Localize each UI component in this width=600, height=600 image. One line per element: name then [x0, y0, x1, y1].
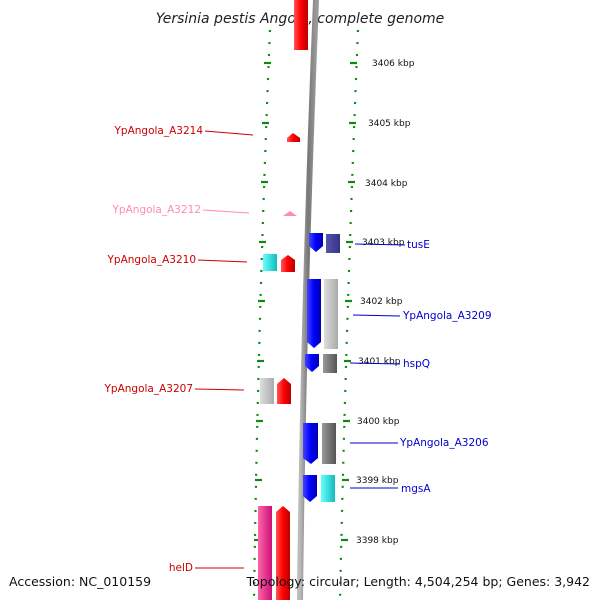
- pseudogene-arrow: [283, 211, 297, 216]
- cds-block: [324, 279, 338, 349]
- cds-block: [260, 378, 274, 404]
- gene-label[interactable]: helD: [169, 562, 193, 574]
- gene-arrow-forward: [276, 506, 290, 600]
- cds-block: [323, 354, 337, 373]
- gene-arrow-reverse: [309, 233, 323, 252]
- tick-label: 3405 kbp: [368, 119, 411, 129]
- gene-arrow-forward: [277, 378, 291, 404]
- genome-backbone: [297, 0, 319, 600]
- tick-label: 3403 kbp: [362, 238, 405, 248]
- gene-label[interactable]: YpAngola_A3209: [402, 310, 492, 322]
- gene-label[interactable]: hspQ: [403, 358, 430, 370]
- tick-label: 3398 kbp: [356, 536, 399, 546]
- gene-arrow-forward: [287, 133, 300, 142]
- tick-label: 3402 kbp: [360, 297, 403, 307]
- gene-label[interactable]: YpAngola_A3206: [399, 437, 489, 449]
- gene-label[interactable]: mgsA: [401, 483, 431, 495]
- forward-strand-features: [276, 0, 308, 600]
- right-gene-labels: tusE YpAngola_A3209 hspQ YpAngola_A3206 …: [349, 239, 492, 495]
- tick-marks: [254, 61, 357, 542]
- tick-label: 3404 kbp: [365, 179, 408, 189]
- gene-label[interactable]: YpAngola_A3210: [106, 254, 196, 266]
- reverse-strand-features: [303, 233, 323, 502]
- tick-label: 3400 kbp: [357, 417, 400, 427]
- tick-label: 3406 kbp: [372, 59, 415, 69]
- cds-block: [263, 254, 277, 271]
- cds-block: [326, 234, 340, 253]
- label-leader: [197, 259, 248, 263]
- gene-arrow-forward: [281, 255, 295, 272]
- label-leader: [204, 130, 254, 136]
- gene-label[interactable]: YpAngola_A3212: [111, 204, 201, 216]
- gene-label[interactable]: tusE: [407, 239, 430, 251]
- gene-arrow-reverse: [303, 475, 317, 502]
- gene-arrow-reverse: [305, 354, 319, 372]
- label-leader: [352, 314, 401, 317]
- gene-arrow-forward: [294, 0, 308, 50]
- left-gene-labels: YpAngola_A3214 YpAngola_A3212 YpAngola_A…: [103, 125, 254, 574]
- gene-label[interactable]: YpAngola_A3207: [103, 383, 193, 395]
- tick-label: 3399 kbp: [356, 476, 399, 486]
- outer-dotted-ring: [338, 29, 360, 600]
- cds-block: [258, 506, 272, 600]
- tick-label: 3401 kbp: [358, 357, 401, 367]
- right-cds-features: [321, 234, 340, 502]
- label-leader: [349, 362, 401, 365]
- label-leader: [354, 243, 406, 246]
- cds-block: [321, 475, 335, 502]
- gene-arrow-reverse: [307, 279, 321, 348]
- label-leader: [194, 388, 245, 391]
- gene-arrow-reverse: [303, 423, 318, 464]
- topology-label: Topology: circular; Length: 4,504,254 bp…: [246, 574, 590, 589]
- gene-label[interactable]: YpAngola_A3214: [113, 125, 203, 137]
- cds-block: [322, 423, 336, 464]
- label-leader: [202, 209, 250, 214]
- left-cds-features: [258, 254, 277, 600]
- inner-dotted-ring: [252, 29, 272, 600]
- accession-label: Accession: NC_010159: [9, 574, 151, 589]
